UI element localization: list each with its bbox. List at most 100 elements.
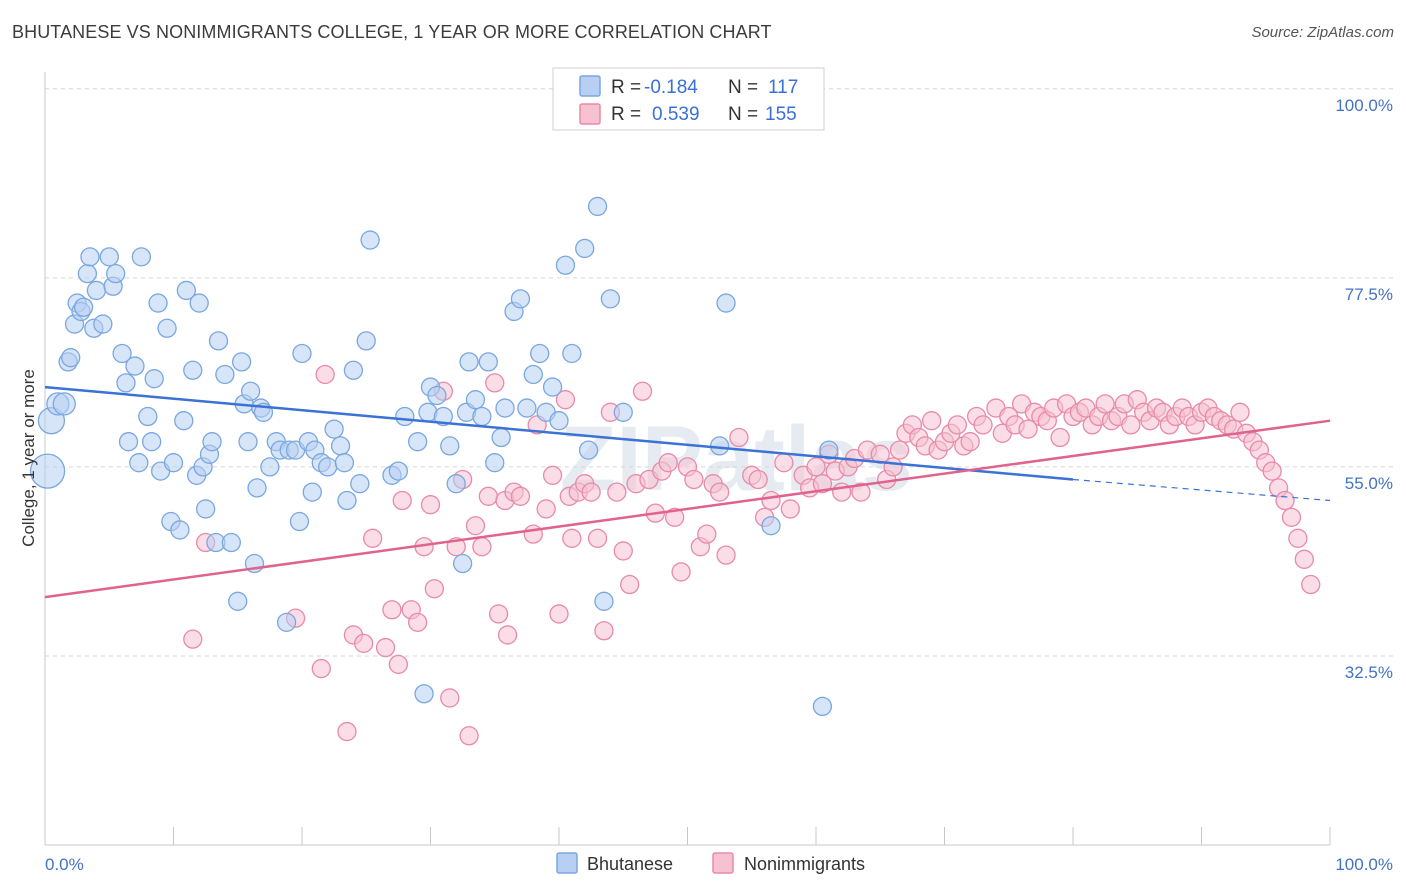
bhutanese-point	[578, 440, 599, 460]
nonimmigrants-point	[562, 528, 582, 548]
legend-r-value-1: -0.184	[644, 77, 698, 98]
bhutanese-point	[86, 280, 107, 301]
nonimmigrants-point	[354, 633, 374, 653]
nonimmigrants-point	[1262, 461, 1282, 481]
y-tick-label: 100.0%	[1335, 96, 1393, 115]
bhutanese-point	[459, 352, 479, 372]
bhutanese-point	[452, 553, 473, 574]
nonimmigrants-point	[388, 654, 409, 675]
nonimmigrants-point	[684, 469, 704, 490]
nonimmigrants-point	[311, 658, 331, 679]
nonimmigrants-point	[581, 482, 601, 502]
nonimmigrants-point	[542, 465, 563, 485]
nonimmigrants-point	[594, 621, 614, 641]
nonimmigrants-point	[883, 457, 903, 477]
nonimmigrants-point	[337, 721, 357, 742]
nonimmigrants-point	[1281, 507, 1302, 527]
y-tick-label: 77.5%	[1345, 285, 1393, 304]
bottom-legend: Bhutanese Nonimmigrants	[556, 852, 865, 874]
bhutanese-point	[324, 419, 344, 439]
bhutanese-point	[61, 348, 81, 368]
legend-n-label-2: N =	[728, 104, 758, 125]
bhutanese-point	[73, 297, 94, 317]
nonimmigrants-point	[780, 499, 800, 519]
legend-swatch-blue	[579, 75, 601, 97]
bhutanese-point	[106, 264, 126, 284]
bhutanese-point	[80, 247, 100, 267]
bhutanese-point	[555, 255, 576, 275]
bhutanese-point	[195, 499, 216, 519]
bhutanese-point	[292, 343, 312, 364]
nonimmigrants-point	[1288, 528, 1308, 548]
nonimmigrants-trend-line	[44, 419, 1331, 599]
bhutanese-point	[812, 696, 833, 717]
x-tick-label: 0.0%	[45, 855, 84, 874]
nonimmigrants-point	[806, 457, 826, 477]
nonimmigrants-point	[549, 604, 569, 624]
nonimmigrants-point	[1095, 394, 1115, 414]
nonimmigrants-point	[922, 411, 942, 431]
nonimmigrants-point	[671, 562, 691, 582]
nonimmigrants-point	[363, 528, 383, 548]
bhutanese-point	[613, 402, 633, 422]
nonimmigrants-point	[485, 373, 505, 393]
bhutanese-point	[302, 482, 322, 502]
points-layer	[29, 196, 1321, 746]
nonimmigrants-point	[620, 574, 640, 595]
nonimmigrants-point	[851, 482, 871, 502]
nonimmigrants-point	[658, 453, 678, 473]
nonimmigrants-point	[382, 600, 402, 620]
nonimmigrants-point	[497, 625, 518, 645]
legend-r-label-1: R =	[611, 77, 641, 98]
bhutanese-point	[343, 360, 364, 380]
bhutanese-point	[215, 364, 235, 385]
nonimmigrants-point	[973, 415, 993, 435]
bhutanese-point	[157, 318, 177, 338]
nonimmigrants-point	[716, 545, 736, 565]
bhutanese-point	[118, 432, 139, 452]
nonimmigrants-point	[478, 486, 498, 506]
bhutanese-point	[478, 352, 498, 372]
bhutanese-point	[174, 411, 194, 431]
nonimmigrants-point	[697, 524, 717, 544]
nonimmigrants-point	[665, 507, 685, 527]
bottom-legend-label-bhutanese: Bhutanese	[587, 854, 673, 874]
bhutanese-point	[414, 684, 434, 704]
bhutanese-point	[523, 364, 543, 385]
nonimmigrants-point	[709, 482, 730, 502]
nonimmigrants-point	[1230, 402, 1250, 422]
bhutanese-point	[709, 436, 730, 456]
bhutanese-point	[388, 461, 409, 481]
bhutanese-point	[446, 474, 466, 494]
nonimmigrants-point	[632, 381, 653, 401]
bhutanese-point	[485, 453, 505, 473]
bottom-legend-swatch-nonimmigrants	[712, 852, 734, 874]
bhutanese-point	[600, 289, 621, 309]
y-tick-label: 32.5%	[1345, 663, 1393, 682]
nonimmigrants-point	[440, 688, 460, 708]
bhutanese-point	[116, 373, 136, 393]
nonimmigrants-point	[748, 469, 768, 490]
bhutanese-point	[208, 331, 229, 351]
bhutanese-point	[330, 436, 351, 456]
bhutanese-point	[562, 343, 582, 364]
bhutanese-point	[427, 385, 447, 406]
nonimmigrants-point	[555, 390, 576, 410]
bhutanese-point	[517, 398, 537, 418]
bhutanese-point	[202, 432, 222, 452]
bhutanese-point	[170, 520, 190, 540]
bhutanese-trend-extension	[1072, 478, 1331, 502]
nonimmigrants-point	[947, 415, 967, 435]
bhutanese-point	[112, 343, 132, 364]
x-tick-label: 100.0%	[1335, 855, 1393, 874]
bhutanese-point	[587, 196, 608, 217]
bhutanese-point	[465, 390, 486, 410]
nonimmigrants-point	[465, 516, 486, 536]
nonimmigrants-point	[459, 726, 479, 746]
chart-title: BHUTANESE VS NONIMMIGRANTS COLLEGE, 1 YE…	[12, 22, 772, 42]
nonimmigrants-point	[1301, 574, 1321, 595]
bhutanese-point	[129, 453, 149, 473]
bhutanese-point	[594, 591, 614, 611]
bhutanese-point	[549, 411, 569, 431]
legend-n-value-2: 155	[765, 104, 797, 125]
